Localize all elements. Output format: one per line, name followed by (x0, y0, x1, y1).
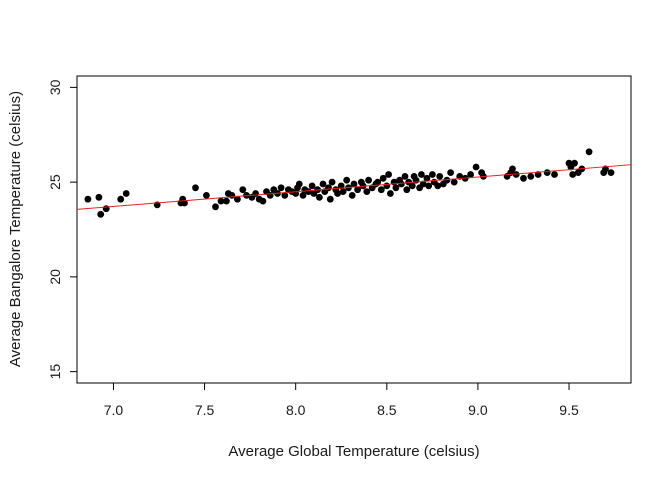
x-tick-label: 7.5 (195, 402, 215, 418)
data-point (299, 192, 307, 199)
data-point (228, 192, 236, 199)
data-point (328, 178, 336, 186)
data-point (217, 197, 225, 205)
data-point (443, 176, 451, 184)
data-point (434, 182, 442, 190)
data-point (252, 190, 259, 197)
data-point (425, 182, 433, 190)
data-point (239, 186, 247, 194)
x-tick-label: 7.0 (104, 402, 124, 418)
data-point (363, 188, 371, 196)
data-point (450, 178, 458, 186)
data-point (234, 195, 241, 203)
data-point (259, 197, 267, 205)
data-point (543, 169, 551, 177)
data-point (418, 171, 425, 178)
y-tick-label: 30 (47, 79, 63, 95)
y-tick-label: 15 (47, 364, 63, 380)
regression-fit-line (76, 164, 632, 210)
data-point (308, 182, 316, 190)
data-point (374, 178, 382, 186)
data-point (223, 197, 230, 205)
x-tick-label: 8.0 (286, 402, 306, 418)
data-point (95, 193, 103, 201)
x-tick-label: 9.0 (468, 402, 488, 418)
data-point (569, 171, 577, 178)
data-point (365, 176, 372, 184)
data-point (379, 174, 387, 182)
data-point (401, 173, 409, 180)
y-tick-label: 25 (47, 174, 63, 190)
data-point (84, 195, 92, 203)
x-tick-label: 9.5 (559, 402, 579, 418)
data-point (316, 193, 323, 201)
data-point (423, 174, 431, 182)
data-point (377, 186, 385, 194)
data-point (447, 169, 454, 177)
data-point (385, 171, 392, 178)
y-axis-title: Average Bangalore Temperature (celsius) (7, 91, 24, 367)
data-point (403, 186, 411, 194)
data-point (97, 210, 105, 218)
data-point (398, 180, 405, 188)
data-point (585, 148, 593, 156)
data-point (326, 195, 334, 203)
data-point (305, 188, 312, 196)
data-points (84, 148, 615, 218)
data-point (387, 190, 394, 197)
data-point (117, 195, 125, 203)
data-point (429, 171, 436, 178)
data-point (392, 184, 400, 192)
data-point (350, 180, 358, 188)
data-point (334, 190, 341, 197)
data-point (472, 163, 480, 171)
data-point (408, 182, 416, 190)
data-point (509, 165, 516, 173)
plot-area-frame (76, 75, 632, 384)
data-point (383, 182, 391, 190)
data-point (319, 180, 327, 188)
y-axis: 15 20 25 30 (47, 79, 77, 379)
data-point (102, 205, 110, 213)
data-point (339, 188, 347, 196)
data-point (467, 171, 474, 178)
data-point (281, 192, 289, 199)
data-point (551, 171, 558, 178)
data-point (607, 169, 615, 177)
data-point (348, 192, 356, 199)
data-point (419, 180, 427, 188)
data-point (436, 173, 444, 180)
data-point (571, 159, 578, 167)
data-point (354, 186, 361, 194)
data-point (520, 174, 527, 182)
data-point (343, 176, 351, 184)
data-point (122, 190, 130, 197)
data-point (192, 184, 199, 192)
data-point (295, 180, 303, 188)
y-tick-label: 20 (47, 269, 63, 285)
data-point (325, 184, 332, 192)
x-axis: 7.0 7.5 8.0 8.5 9.0 9.5 (104, 383, 579, 418)
data-point (277, 184, 285, 192)
data-point (527, 173, 535, 180)
data-point (266, 192, 274, 199)
x-axis-title: Average Global Temperature (celsius) (228, 443, 479, 460)
x-tick-label: 8.5 (377, 402, 397, 418)
data-point (212, 203, 219, 211)
data-point (512, 171, 520, 178)
data-point (203, 192, 210, 199)
